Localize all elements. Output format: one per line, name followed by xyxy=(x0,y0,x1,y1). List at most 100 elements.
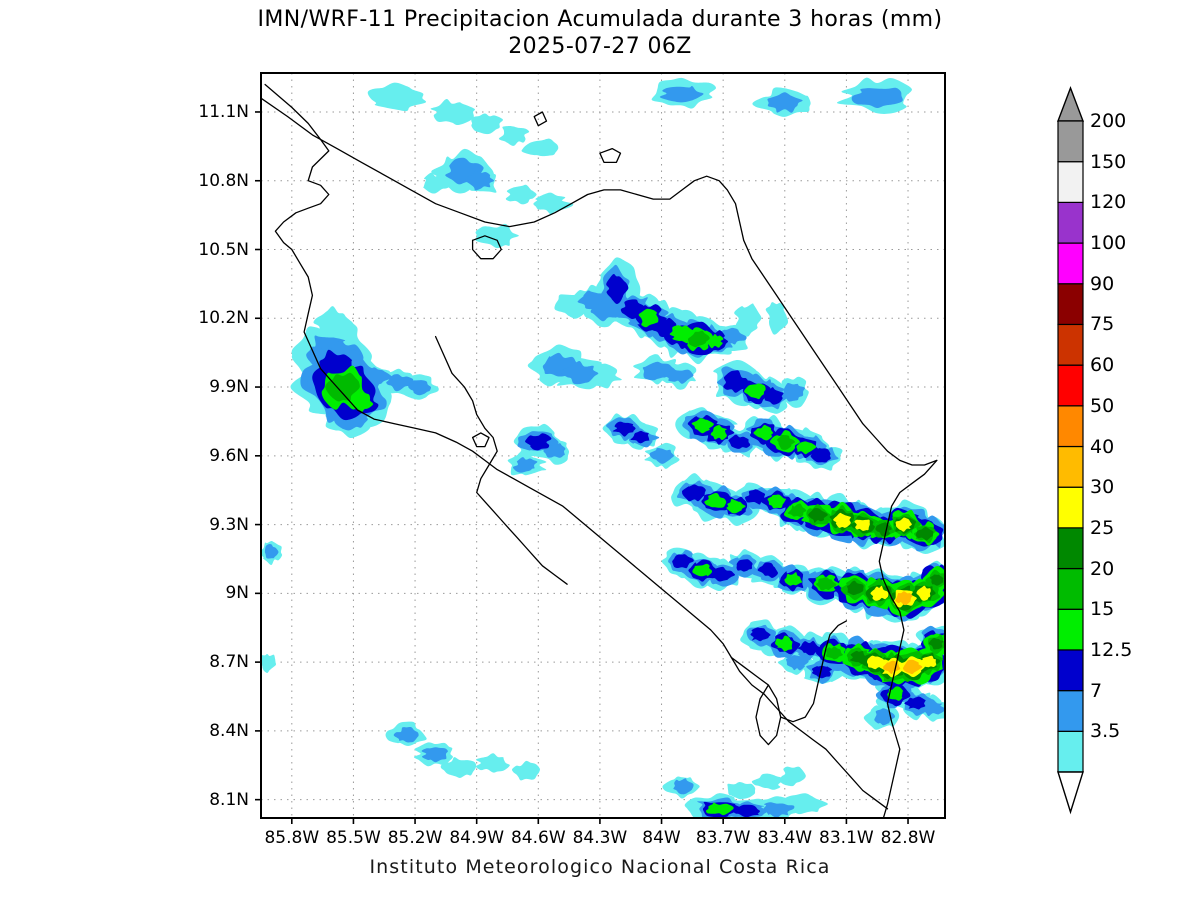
precipitation-contour-band xyxy=(920,655,937,668)
precipitation-contour-band xyxy=(732,804,761,818)
precipitation-contour-band xyxy=(638,308,659,328)
precipitation-contour-band xyxy=(475,223,519,249)
colorbar-tick-label: 15 xyxy=(1090,598,1115,621)
precipitation-contour-band xyxy=(706,333,724,349)
precipitation-contour-band xyxy=(723,370,749,393)
colorbar-tick-label: 100 xyxy=(1090,232,1127,255)
precipitation-contour-band xyxy=(712,566,736,582)
precipitation-contour-band xyxy=(847,580,864,596)
x-tick-label: 83.1W xyxy=(819,828,874,848)
precipitation-contour-band xyxy=(498,125,530,146)
precipitation-contour-band xyxy=(783,793,828,815)
precipitation-contour-band xyxy=(765,302,789,335)
colorbar-swatch xyxy=(1057,120,1084,163)
colorbar-under-range-arrow xyxy=(1057,771,1084,815)
precipitation-contour-band xyxy=(887,686,904,701)
precipitation-contour-band xyxy=(779,766,806,787)
colorbar-swatch xyxy=(1057,283,1084,326)
precipitation-contour-band xyxy=(777,435,796,450)
x-tick-label: 82.8W xyxy=(880,828,936,848)
x-tick-label: 85.5W xyxy=(326,828,381,848)
institution-footer: Instituto Meteorologico Nacional Costa R… xyxy=(369,856,831,878)
precipitation-contour-band xyxy=(796,441,817,455)
y-tick-label: 9.6N xyxy=(209,445,249,466)
precipitation-contour-band xyxy=(525,433,552,451)
precipitation-contour-band xyxy=(673,778,694,795)
precipitation-contour-band xyxy=(422,172,451,194)
precipitation-contour-band xyxy=(393,727,419,743)
precipitation-contour-band xyxy=(929,574,944,586)
precipitation-contour-band xyxy=(784,572,803,586)
colorbar-swatch xyxy=(1057,486,1084,529)
coastline-path xyxy=(471,235,502,260)
precipitation-contour-band xyxy=(704,493,727,508)
y-tick-label: 10.5N xyxy=(198,239,249,260)
precipitation-contour-band xyxy=(511,760,540,781)
coastline-path xyxy=(533,111,548,127)
y-tick-label: 8.7N xyxy=(209,652,249,673)
precipitation-contour-band xyxy=(895,517,912,532)
colorbar-over-range-arrow xyxy=(1056,86,1085,122)
y-tick-label: 8.1N xyxy=(209,789,249,810)
precipitation-contour-band xyxy=(783,382,805,402)
coastline-path xyxy=(780,620,848,723)
precipitation-contour-band xyxy=(649,447,674,464)
colorbar-tick-label: 50 xyxy=(1090,394,1115,417)
precipitation-contour-band xyxy=(325,372,360,402)
coastline-path xyxy=(434,335,568,585)
precipitation-contour-band xyxy=(313,306,354,339)
colorbar-tick-label: 20 xyxy=(1090,557,1115,580)
coastline-path xyxy=(599,147,622,164)
colorbar-tick-label: 75 xyxy=(1090,313,1115,336)
precipitation-contour-band xyxy=(745,489,766,505)
colorbar-tick-label: 30 xyxy=(1090,476,1115,499)
precipitation-contour-band xyxy=(787,503,807,518)
precipitation-contour-band xyxy=(408,380,431,396)
precipitation-contour-band xyxy=(825,646,843,660)
colorbar-tick-label: 3.5 xyxy=(1090,720,1121,743)
precipitation-contour-band xyxy=(475,753,510,773)
coastline-path xyxy=(261,97,938,466)
x-tick-label: 83.4W xyxy=(757,828,813,848)
precipitation-contour-band xyxy=(904,696,926,710)
y-tick-label: 8.4N xyxy=(209,720,249,741)
colorbar-swatch xyxy=(1057,649,1084,692)
colorbar-swatch xyxy=(1057,364,1084,407)
precipitation-contour-band xyxy=(797,640,822,656)
precipitation-contour-band xyxy=(851,87,903,108)
y-tick-label: 10.2N xyxy=(198,308,249,329)
colorbar-tick-label: 200 xyxy=(1090,110,1127,132)
colorbar-swatch xyxy=(1057,242,1084,285)
precipitation-contour-band xyxy=(727,781,756,800)
precipitation-contour-band xyxy=(816,576,837,591)
y-tick-label: 11.1N xyxy=(198,101,249,122)
precipitation-contour-band xyxy=(810,448,831,463)
precipitation-contour-band xyxy=(744,383,766,400)
x-tick-label: 84.3W xyxy=(572,828,628,848)
precipitation-contour-band xyxy=(736,559,753,572)
precipitation-contour-band xyxy=(902,659,923,675)
y-tick-label: 10.8N xyxy=(198,170,249,191)
y-tick-label: 9N xyxy=(225,583,249,604)
coastline-path xyxy=(471,432,490,448)
precipitation-contour-band xyxy=(430,98,475,126)
precipitation-contour-band xyxy=(767,494,786,509)
colorbar-swatch xyxy=(1057,161,1084,203)
precipitation-contour-band xyxy=(808,507,828,523)
precipitation-contour-band xyxy=(870,585,889,601)
colorbar-tick-label: 60 xyxy=(1090,354,1115,377)
precipitation-contour-band xyxy=(659,85,704,103)
precipitation-contour-band xyxy=(421,747,448,763)
x-tick-label: 85.8W xyxy=(264,828,320,848)
y-tick-label: 9.3N xyxy=(209,514,249,535)
colorbar-graphic xyxy=(1056,86,1085,815)
precipitation-contour-band xyxy=(386,374,414,392)
colorbar-swatch xyxy=(1057,323,1084,366)
colorbar-tick-label: 90 xyxy=(1090,272,1115,295)
colorbar-swatch xyxy=(1057,405,1084,448)
precipitation-contour-layer xyxy=(261,77,945,818)
precipitation-contour-band xyxy=(440,757,477,778)
precipitation-contour-band xyxy=(663,369,694,384)
